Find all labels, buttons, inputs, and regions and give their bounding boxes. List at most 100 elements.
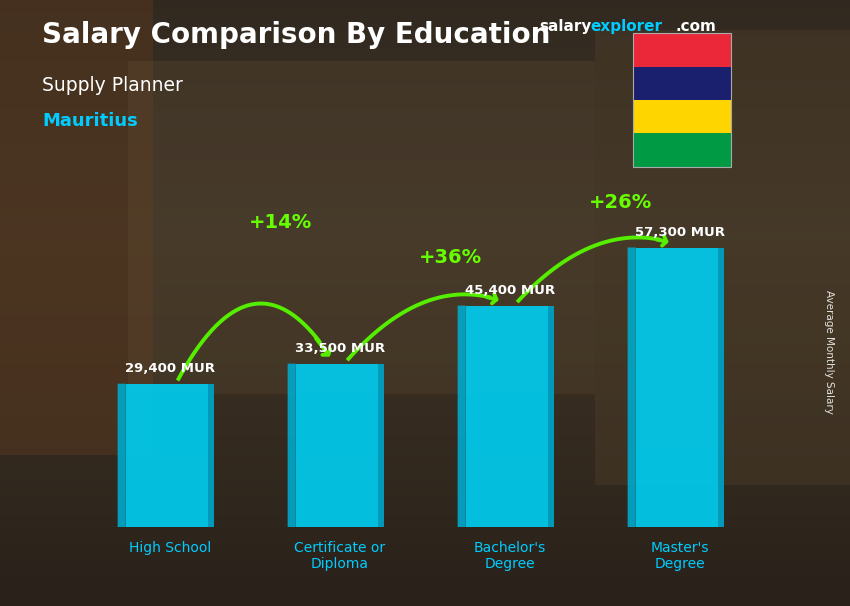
Bar — [0, 527, 850, 533]
Bar — [0, 242, 850, 248]
Bar — [0, 339, 850, 345]
Bar — [0, 145, 850, 152]
FancyBboxPatch shape — [126, 384, 214, 527]
Bar — [0, 127, 850, 133]
Bar — [0, 18, 850, 24]
Bar — [0, 558, 850, 564]
Bar — [0, 582, 850, 588]
Bar — [0, 164, 850, 170]
Bar — [0, 158, 850, 164]
Bar — [0, 0, 153, 454]
Bar — [0, 454, 850, 461]
Bar — [0, 333, 850, 339]
Bar — [0, 594, 850, 600]
Bar — [0, 345, 850, 351]
Bar — [0, 327, 850, 333]
Bar — [0, 515, 850, 521]
Bar — [0, 545, 850, 551]
Bar — [0, 485, 850, 491]
Bar — [0, 0, 850, 6]
Text: explorer: explorer — [591, 19, 663, 35]
Text: Mauritius: Mauritius — [42, 112, 139, 130]
Bar — [0, 509, 850, 515]
FancyBboxPatch shape — [466, 305, 554, 527]
Polygon shape — [208, 384, 214, 527]
Bar — [0, 297, 850, 303]
Bar — [0, 182, 850, 188]
Bar — [0, 67, 850, 73]
Bar — [0, 279, 850, 285]
Text: +36%: +36% — [419, 248, 482, 267]
Bar — [0, 255, 850, 261]
Polygon shape — [287, 364, 296, 527]
Bar — [0, 267, 850, 273]
Bar — [0, 370, 850, 376]
Bar — [0, 588, 850, 594]
Bar — [0, 376, 850, 382]
Bar — [0, 600, 850, 606]
Bar — [0, 176, 850, 182]
Bar — [0, 188, 850, 194]
Polygon shape — [548, 305, 554, 527]
Polygon shape — [718, 247, 724, 527]
Polygon shape — [117, 384, 126, 527]
Bar — [0, 212, 850, 218]
Bar — [0, 309, 850, 315]
Bar — [0, 12, 850, 18]
Bar — [0, 200, 850, 206]
Bar — [0, 248, 850, 255]
Bar — [0, 533, 850, 539]
Bar — [0, 358, 850, 364]
Text: Average Monthly Salary: Average Monthly Salary — [824, 290, 834, 413]
Bar — [0, 382, 850, 388]
Bar — [0, 42, 850, 48]
Bar — [0, 61, 850, 67]
Bar — [0, 473, 850, 479]
Bar — [0, 467, 850, 473]
Bar — [0, 570, 850, 576]
Bar — [0, 230, 850, 236]
Bar — [0, 291, 850, 297]
Text: +26%: +26% — [589, 193, 652, 212]
Bar — [0, 206, 850, 212]
Bar — [0, 521, 850, 527]
Bar — [0, 109, 850, 115]
Polygon shape — [627, 247, 636, 527]
Bar — [0, 564, 850, 570]
FancyBboxPatch shape — [296, 364, 384, 527]
Bar — [0, 400, 850, 406]
Bar — [0, 412, 850, 418]
Bar — [0, 394, 850, 400]
Bar — [0, 30, 850, 36]
Bar — [0, 497, 850, 503]
Bar — [0, 121, 850, 127]
Text: 29,400 MUR: 29,400 MUR — [125, 362, 215, 375]
Bar — [0, 388, 850, 394]
Bar — [0, 170, 850, 176]
Bar — [0, 436, 850, 442]
Bar — [0, 115, 850, 121]
Text: 45,400 MUR: 45,400 MUR — [465, 284, 555, 297]
Bar — [0, 273, 850, 279]
Polygon shape — [457, 305, 466, 527]
Bar — [0, 303, 850, 309]
Bar — [0, 321, 850, 327]
Text: 57,300 MUR: 57,300 MUR — [635, 225, 725, 239]
Polygon shape — [378, 364, 384, 527]
Bar — [0, 24, 850, 30]
Bar — [0, 85, 850, 91]
Bar — [0, 448, 850, 454]
Bar — [0, 194, 850, 200]
Bar — [0, 430, 850, 436]
Bar — [0, 315, 850, 321]
Bar — [0, 55, 850, 61]
Bar — [0, 261, 850, 267]
Bar — [0, 503, 850, 509]
FancyBboxPatch shape — [636, 247, 724, 527]
Bar — [0, 73, 850, 79]
Bar — [0, 364, 850, 370]
Text: +14%: +14% — [249, 213, 312, 232]
Bar — [0, 139, 850, 145]
Bar — [0, 576, 850, 582]
Bar — [0, 551, 850, 558]
